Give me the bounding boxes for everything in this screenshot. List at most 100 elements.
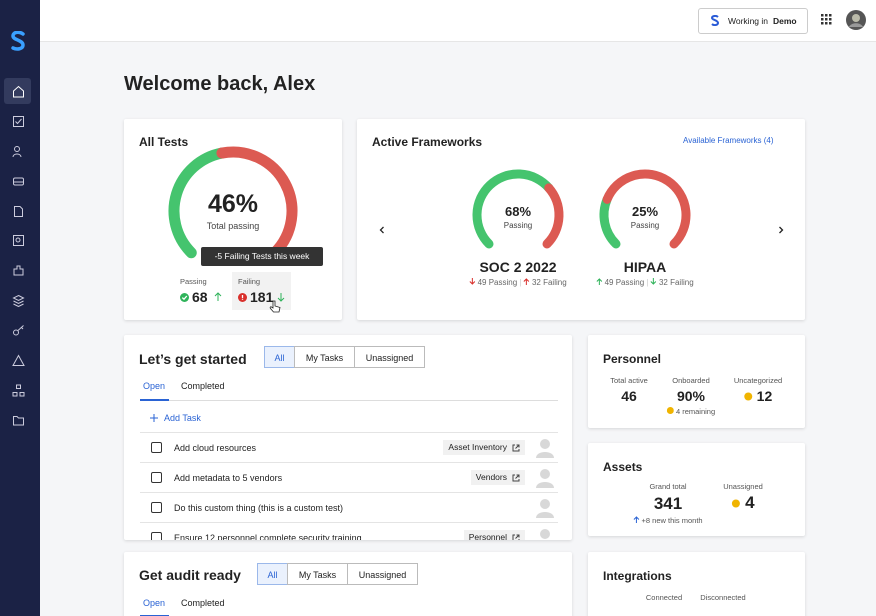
nav-home[interactable] bbox=[12, 85, 25, 98]
card-title: All Tests bbox=[139, 135, 189, 149]
filter-my-tasks[interactable]: My Tasks bbox=[294, 346, 355, 368]
up-arrow bbox=[633, 516, 640, 523]
card-title: Integrations bbox=[603, 569, 672, 583]
warning-dot bbox=[744, 392, 753, 401]
warning-dot bbox=[731, 499, 740, 508]
gauge-caption: Passing bbox=[503, 221, 533, 230]
card-title: Assets bbox=[603, 460, 643, 474]
assignee[interactable] bbox=[536, 498, 554, 518]
passing-text: 49 Passing bbox=[477, 278, 518, 287]
gauge-label: 46% bbox=[207, 190, 259, 218]
value-text: 4 bbox=[745, 493, 755, 512]
nav-files[interactable] bbox=[12, 414, 25, 427]
filter-my-tasks[interactable]: My Tasks bbox=[287, 563, 348, 585]
stat-label: Total active bbox=[610, 376, 648, 385]
task-row[interactable]: Do this custom thing (this is a custom t… bbox=[140, 492, 558, 523]
card-title: Get audit ready bbox=[139, 567, 241, 583]
nav-risks[interactable] bbox=[12, 354, 25, 367]
add-icon bbox=[150, 414, 158, 422]
filter-all[interactable]: All bbox=[264, 346, 295, 368]
nav-assets[interactable] bbox=[12, 175, 25, 188]
gauge-label: 25% bbox=[631, 204, 659, 219]
logo[interactable] bbox=[10, 31, 26, 51]
checkbox[interactable] bbox=[151, 502, 162, 513]
task-tag[interactable]: Asset Inventory bbox=[443, 440, 525, 455]
nav-access[interactable] bbox=[12, 324, 25, 337]
task-row[interactable]: Add metadata to 5 vendors Vendors bbox=[140, 462, 558, 493]
note-text: +8 new this month bbox=[641, 516, 703, 525]
task-text: Add metadata to 5 vendors bbox=[174, 473, 283, 483]
workspace-name: Demo bbox=[773, 16, 797, 26]
gauge-label: 68% bbox=[504, 204, 532, 219]
tag-text: Vendors bbox=[475, 472, 507, 482]
failing-label: Failing bbox=[238, 277, 261, 286]
framework-stats: 49 Passing | 32 Failing bbox=[469, 278, 567, 287]
assets-card: Assets Grand total 341 +8 new this month… bbox=[588, 443, 805, 536]
framework-name: HIPAA bbox=[623, 259, 667, 275]
task-text: Do this custom thing (this is a custom t… bbox=[174, 503, 344, 513]
stat-label: Unassigned bbox=[723, 482, 763, 491]
avatar[interactable] bbox=[846, 10, 866, 30]
nav-docs[interactable] bbox=[12, 205, 25, 218]
assignee[interactable] bbox=[536, 528, 554, 540]
card-title: Personnel bbox=[603, 352, 662, 366]
task-row[interactable]: Ensure 12 personnel complete security tr… bbox=[140, 522, 558, 540]
filter-unassigned[interactable]: Unassigned bbox=[347, 563, 418, 585]
passing-icon bbox=[180, 293, 189, 302]
tab-completed[interactable]: Completed bbox=[181, 598, 225, 608]
up-arrow bbox=[214, 292, 222, 301]
failing-highlight[interactable] bbox=[232, 272, 291, 310]
apps-icon[interactable] bbox=[821, 14, 832, 25]
task-tag[interactable]: Personnel bbox=[463, 530, 525, 540]
nav-audit[interactable] bbox=[12, 234, 25, 247]
failing-icon bbox=[238, 293, 247, 302]
nav-org[interactable] bbox=[12, 384, 25, 397]
nav-integrations[interactable] bbox=[12, 264, 25, 277]
task-row[interactable]: Add cloud resources Asset Inventory bbox=[140, 432, 558, 463]
carousel-prev[interactable] bbox=[379, 226, 385, 234]
assignee[interactable] bbox=[536, 438, 554, 458]
tasks-card: Let’s get started All My Tasks Unassigne… bbox=[124, 335, 572, 540]
audit-card: Get audit ready All My Tasks Unassigned … bbox=[124, 552, 572, 616]
frameworks-link[interactable]: Available Frameworks (4) bbox=[683, 136, 774, 145]
gauge-caption: Passing bbox=[630, 221, 660, 230]
gauge bbox=[599, 169, 691, 249]
checkbox[interactable] bbox=[151, 532, 162, 540]
workspace-prefix: Working in bbox=[728, 16, 768, 26]
down-arrow bbox=[277, 293, 285, 302]
nav-tasks[interactable] bbox=[12, 115, 25, 128]
card-title: Active Frameworks bbox=[372, 135, 483, 149]
workspace-button[interactable]: Working in Demo bbox=[698, 8, 808, 34]
tab-open[interactable]: Open bbox=[143, 598, 166, 608]
stat-value: 341 bbox=[653, 494, 683, 513]
link-icon bbox=[512, 474, 520, 482]
passing-label: Passing bbox=[180, 277, 207, 286]
stat-label: Grand total bbox=[649, 482, 687, 491]
assignee[interactable] bbox=[536, 468, 554, 488]
stat-value: 46 bbox=[621, 388, 637, 404]
add-task[interactable]: Add Task bbox=[164, 413, 201, 423]
tab-completed[interactable]: Completed bbox=[181, 381, 225, 391]
stat-value: 90% bbox=[676, 388, 706, 404]
checkbox[interactable] bbox=[151, 442, 162, 453]
link-icon bbox=[512, 444, 520, 452]
gauge-caption: Total passing bbox=[206, 221, 260, 231]
nav-people[interactable] bbox=[12, 145, 25, 158]
sidebar bbox=[0, 0, 40, 616]
nav-frameworks[interactable] bbox=[12, 294, 25, 307]
note-text: 4 remaining bbox=[675, 407, 716, 416]
task-tag[interactable]: Vendors bbox=[470, 470, 525, 485]
checkbox[interactable] bbox=[151, 472, 162, 483]
cursor bbox=[269, 300, 281, 313]
tooltip: -5 Failing Tests this week bbox=[201, 247, 323, 266]
task-text: Ensure 12 personnel complete security tr… bbox=[174, 533, 362, 540]
carousel-next[interactable] bbox=[778, 226, 784, 234]
failing-text: 32 Failing bbox=[531, 278, 567, 287]
filter-unassigned[interactable]: Unassigned bbox=[354, 346, 425, 368]
tab-open[interactable]: Open bbox=[143, 381, 166, 391]
filter-all[interactable]: All bbox=[257, 563, 288, 585]
gauge-pass-arc bbox=[168, 147, 228, 259]
frameworks-card: Active Frameworks Available Frameworks (… bbox=[357, 119, 805, 320]
separator: | bbox=[646, 278, 649, 287]
gauge bbox=[472, 169, 564, 249]
